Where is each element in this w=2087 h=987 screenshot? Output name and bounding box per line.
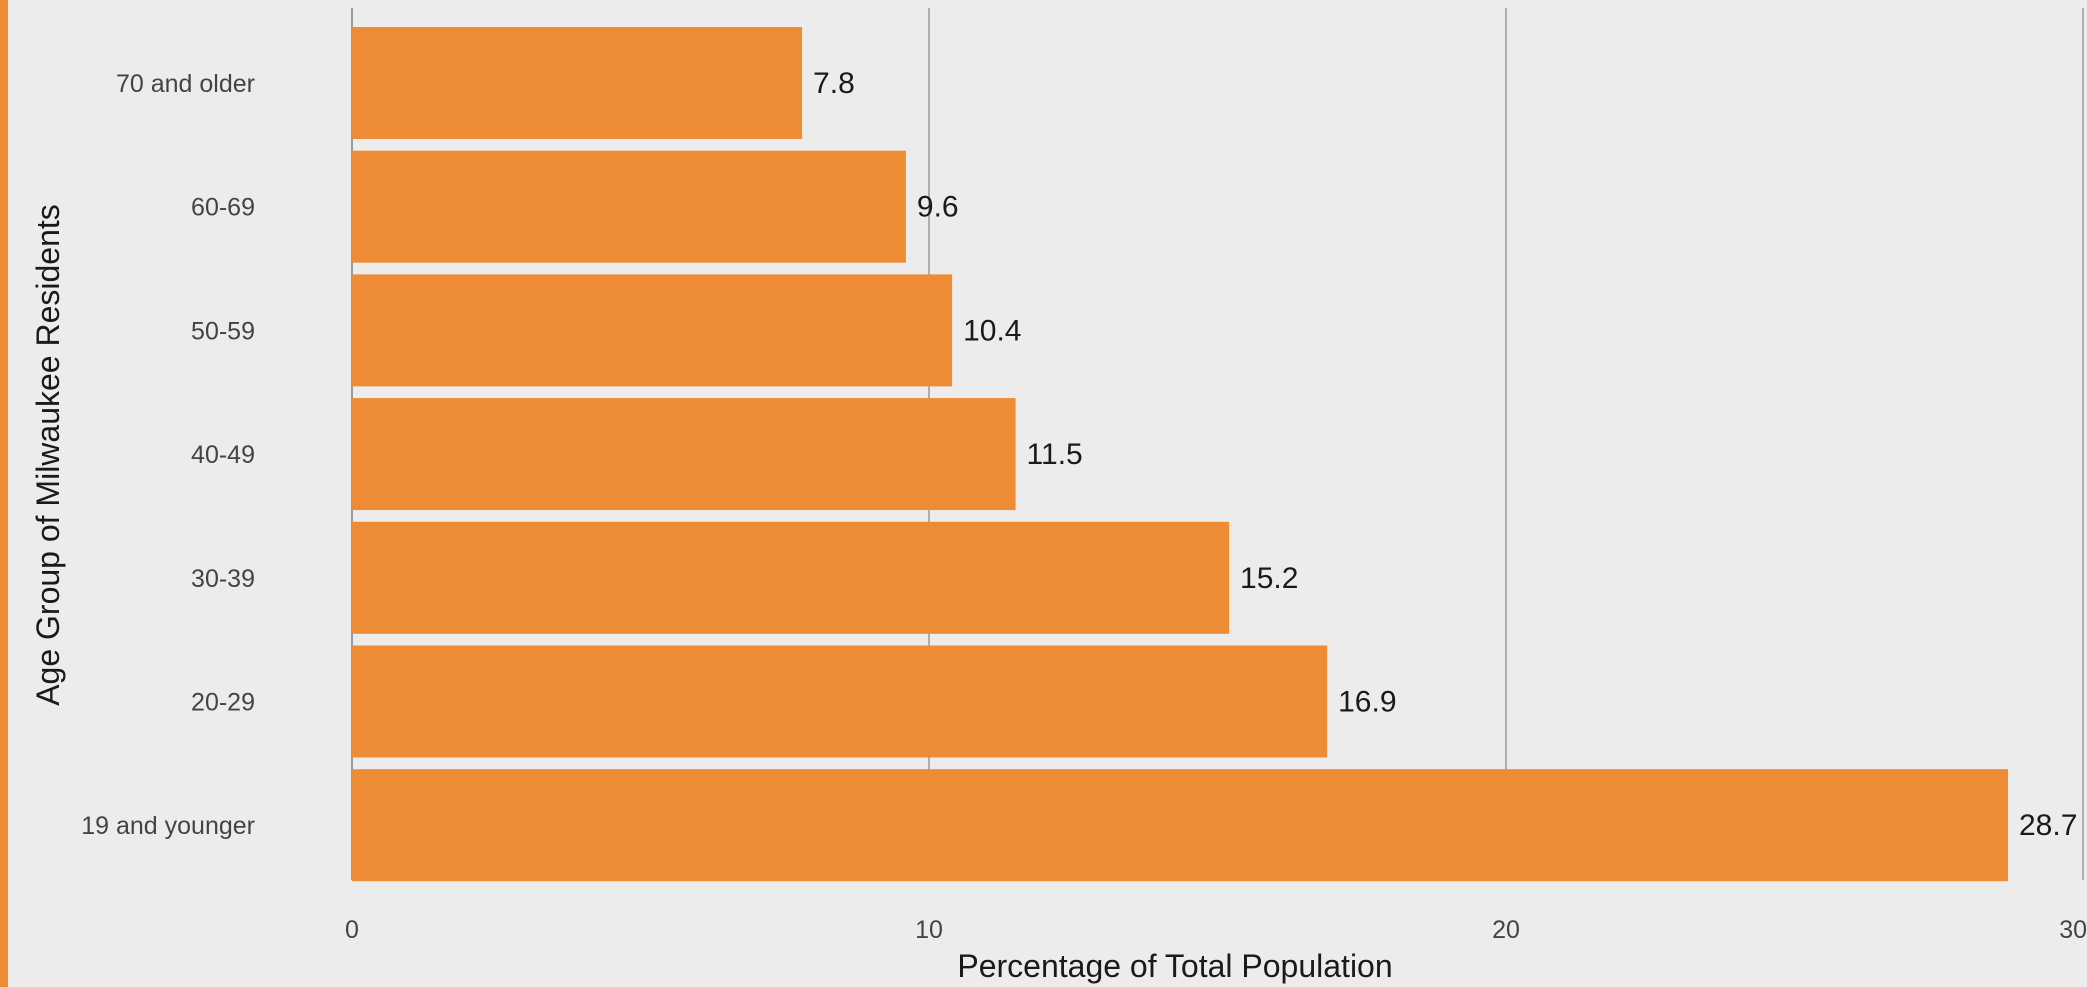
bar-3	[352, 398, 1016, 511]
x-tick-label-0: 0	[345, 916, 359, 944]
bar-6	[352, 769, 2008, 882]
data-label-4: 15.2	[1240, 562, 1298, 595]
bar-0	[352, 27, 803, 139]
bar-4	[352, 521, 1230, 634]
y-tick-label-2: 50-59	[191, 317, 255, 345]
bar-5	[352, 645, 1328, 758]
x-tick-label-30: 30	[2059, 916, 2087, 944]
x-tick-label-10: 10	[915, 916, 943, 944]
data-label-6: 28.7	[2019, 809, 2077, 842]
x-tick-labels: 0 10 20 30	[345, 916, 2087, 944]
x-axis-title: Percentage of Total Population	[957, 948, 1392, 984]
bar-2	[352, 274, 953, 387]
y-axis-title: Age Group of Milwaukee Residents	[30, 204, 66, 706]
data-label-3: 11.5	[1027, 438, 1083, 471]
x-tick-label-20: 20	[1492, 916, 1520, 944]
y-tick-label-3: 40-49	[191, 441, 255, 469]
left-accent-stripe	[0, 0, 8, 987]
y-tick-label-0: 70 and older	[116, 70, 255, 98]
data-label-5: 16.9	[1338, 686, 1396, 719]
data-label-0: 7.8	[813, 67, 855, 100]
y-tick-labels: 70 and older 60-69 50-59 40-49 30-39 20-29 19 …	[81, 70, 255, 840]
y-tick-label-6: 19 and younger	[81, 812, 255, 840]
data-label-1: 9.6	[917, 191, 959, 224]
data-label-2: 10.4	[963, 314, 1021, 347]
bar-1	[352, 150, 906, 263]
bars	[352, 27, 2008, 882]
y-tick-label-4: 30-39	[191, 565, 255, 593]
y-tick-label-1: 60-69	[191, 194, 255, 222]
y-tick-label-5: 20-29	[191, 689, 255, 717]
data-labels: 7.8 9.6 10.4 11.5 15.2 16.9 28.7	[813, 67, 2077, 842]
